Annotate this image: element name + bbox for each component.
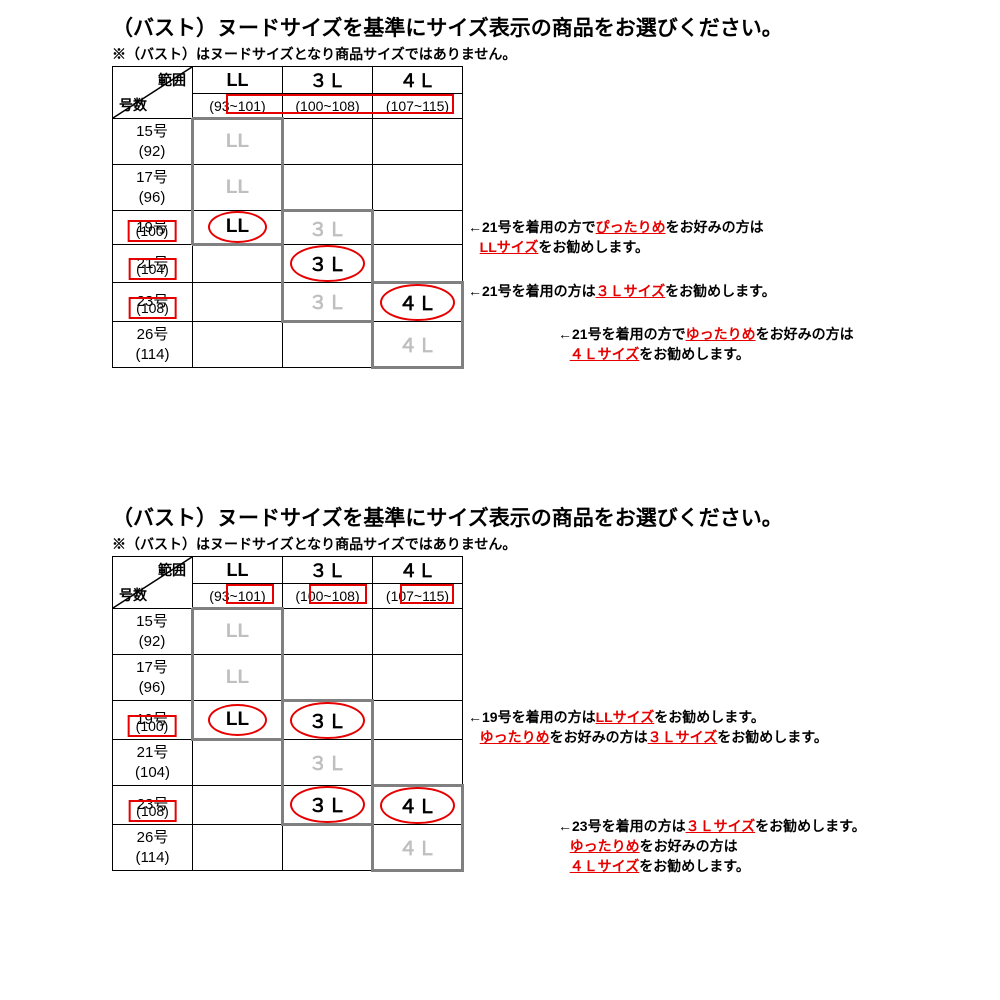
section-title: （バスト）ヌードサイズを基準にサイズ表示の商品をお選びください。	[112, 12, 980, 42]
col-3l-range: (100~108)	[283, 584, 373, 609]
col-3l-header: ３Ｌ	[283, 67, 373, 94]
table-row: 15号(92) LL	[113, 609, 463, 655]
table-row: 17号(96) LL	[113, 655, 463, 701]
section-title: （バスト）ヌードサイズを基準にサイズ表示の商品をお選びください。	[112, 502, 980, 532]
cell	[373, 119, 463, 165]
diag-header: 範囲 号数	[113, 67, 193, 119]
cell: ３Ｌ	[283, 245, 373, 283]
cell	[193, 825, 283, 871]
row-header: 23号(108)	[113, 786, 193, 825]
row-header: 19号(100)	[113, 701, 193, 740]
row-header: 19号(100)	[113, 211, 193, 245]
cell: ４Ｌ	[373, 283, 463, 322]
cell	[373, 165, 463, 211]
row-header: 15号(92)	[113, 609, 193, 655]
cell: LL	[193, 165, 283, 211]
cell	[283, 322, 373, 368]
size-guide-section-2: （バスト）ヌードサイズを基準にサイズ表示の商品をお選びください。 ※（バスト）は…	[0, 490, 1000, 980]
row-header: 26号(114)	[113, 825, 193, 871]
table-row: 21号(104) ３Ｌ	[113, 740, 463, 786]
table-row: 21号(104) ３Ｌ	[113, 245, 463, 283]
cell: ４Ｌ	[373, 322, 463, 368]
cell	[373, 609, 463, 655]
cell: ３Ｌ	[283, 740, 373, 786]
row-header: 21号(104)	[113, 740, 193, 786]
row-header: 15号(92)	[113, 119, 193, 165]
cell: LL	[193, 655, 283, 701]
col-4l-header: ４Ｌ	[373, 67, 463, 94]
header-row: 範囲 号数 LL ３Ｌ ４Ｌ	[113, 67, 463, 94]
cell	[373, 655, 463, 701]
table-row: 26号(114) ４Ｌ	[113, 322, 463, 368]
col-ll-range: (93~101)	[193, 94, 283, 119]
cell: LL	[193, 701, 283, 740]
cell	[193, 283, 283, 322]
cell: LL	[193, 609, 283, 655]
table-row: 19号(100) LL ３Ｌ	[113, 211, 463, 245]
annotation: ←19号を着用の方はLLサイズをお勧めします。 ゆったりめをお好みの方は３Ｌサイ…	[468, 707, 828, 747]
row-header: 21号(104)	[113, 245, 193, 283]
table-row: 23号(108) ３Ｌ ４Ｌ	[113, 786, 463, 825]
annotation: ←21号を着用の方は３Ｌサイズをお勧めします。	[468, 281, 776, 301]
cell: ３Ｌ	[283, 786, 373, 825]
row-header: 26号(114)	[113, 322, 193, 368]
diag-top-label: 範囲	[158, 70, 186, 90]
col-4l-header: ４Ｌ	[373, 557, 463, 584]
annotation: ←21号を着用の方でぴったりめをお好みの方は LLサイズをお勧めします。	[468, 217, 764, 257]
cell	[193, 740, 283, 786]
annotation: ←23号を着用の方は３Ｌサイズをお勧めします。 ゆったりめをお好みの方は ４Ｌサ…	[558, 816, 866, 876]
col-3l-range: (100~108)	[283, 94, 373, 119]
cell	[283, 609, 373, 655]
cell: ３Ｌ	[283, 701, 373, 740]
cell	[283, 119, 373, 165]
cell	[193, 245, 283, 283]
cell	[373, 245, 463, 283]
size-table: 範囲 号数 LL ３Ｌ ４Ｌ (93~101) (100~108) (107~1…	[112, 66, 464, 369]
section-subtitle: ※（バスト）はヌードサイズとなり商品サイズではありません。	[112, 534, 980, 554]
cell	[283, 165, 373, 211]
cell: ３Ｌ	[283, 283, 373, 322]
cell: ４Ｌ	[373, 786, 463, 825]
col-ll-header: LL	[193, 67, 283, 94]
row-header: 17号(96)	[113, 655, 193, 701]
cell: LL	[193, 211, 283, 245]
cell	[373, 211, 463, 245]
col-4l-range: (107~115)	[373, 584, 463, 609]
table-row: 23号(108) ３Ｌ ４Ｌ	[113, 283, 463, 322]
cell	[373, 701, 463, 740]
col-3l-header: ３Ｌ	[283, 557, 373, 584]
size-table: 範囲 号数 LL ３Ｌ ４Ｌ (93~101) (100~108) (107~1…	[112, 556, 464, 872]
col-ll-header: LL	[193, 557, 283, 584]
diag-top-label: 範囲	[158, 560, 186, 580]
diag-bot-label: 号数	[119, 95, 147, 115]
table-row: 15号(92) LL	[113, 119, 463, 165]
table-row: 26号(114) ４Ｌ	[113, 825, 463, 871]
diag-header: 範囲 号数	[113, 557, 193, 609]
table-row: 17号(96) LL	[113, 165, 463, 211]
cell	[373, 740, 463, 786]
diag-bot-label: 号数	[119, 585, 147, 605]
size-table-wrap: 範囲 号数 LL ３Ｌ ４Ｌ (93~101) (100~108) (107~1…	[112, 66, 464, 369]
cell	[283, 655, 373, 701]
annotation: ←21号を着用の方でゆったりめをお好みの方は ４Ｌサイズをお勧めします。	[558, 324, 854, 364]
cell	[193, 786, 283, 825]
cell: LL	[193, 119, 283, 165]
size-table-wrap: 範囲 号数 LL ３Ｌ ４Ｌ (93~101) (100~108) (107~1…	[112, 556, 464, 872]
col-4l-range: (107~115)	[373, 94, 463, 119]
row-header: 23号(108)	[113, 283, 193, 322]
row-header: 17号(96)	[113, 165, 193, 211]
cell	[193, 322, 283, 368]
size-guide-section-1: （バスト）ヌードサイズを基準にサイズ表示の商品をお選びください。 ※（バスト）は…	[0, 0, 1000, 490]
col-ll-range: (93~101)	[193, 584, 283, 609]
cell: ３Ｌ	[283, 211, 373, 245]
header-row: 範囲 号数 LL ３Ｌ ４Ｌ	[113, 557, 463, 584]
cell: ４Ｌ	[373, 825, 463, 871]
table-row: 19号(100) LL ３Ｌ	[113, 701, 463, 740]
section-subtitle: ※（バスト）はヌードサイズとなり商品サイズではありません。	[112, 44, 980, 64]
cell	[283, 825, 373, 871]
